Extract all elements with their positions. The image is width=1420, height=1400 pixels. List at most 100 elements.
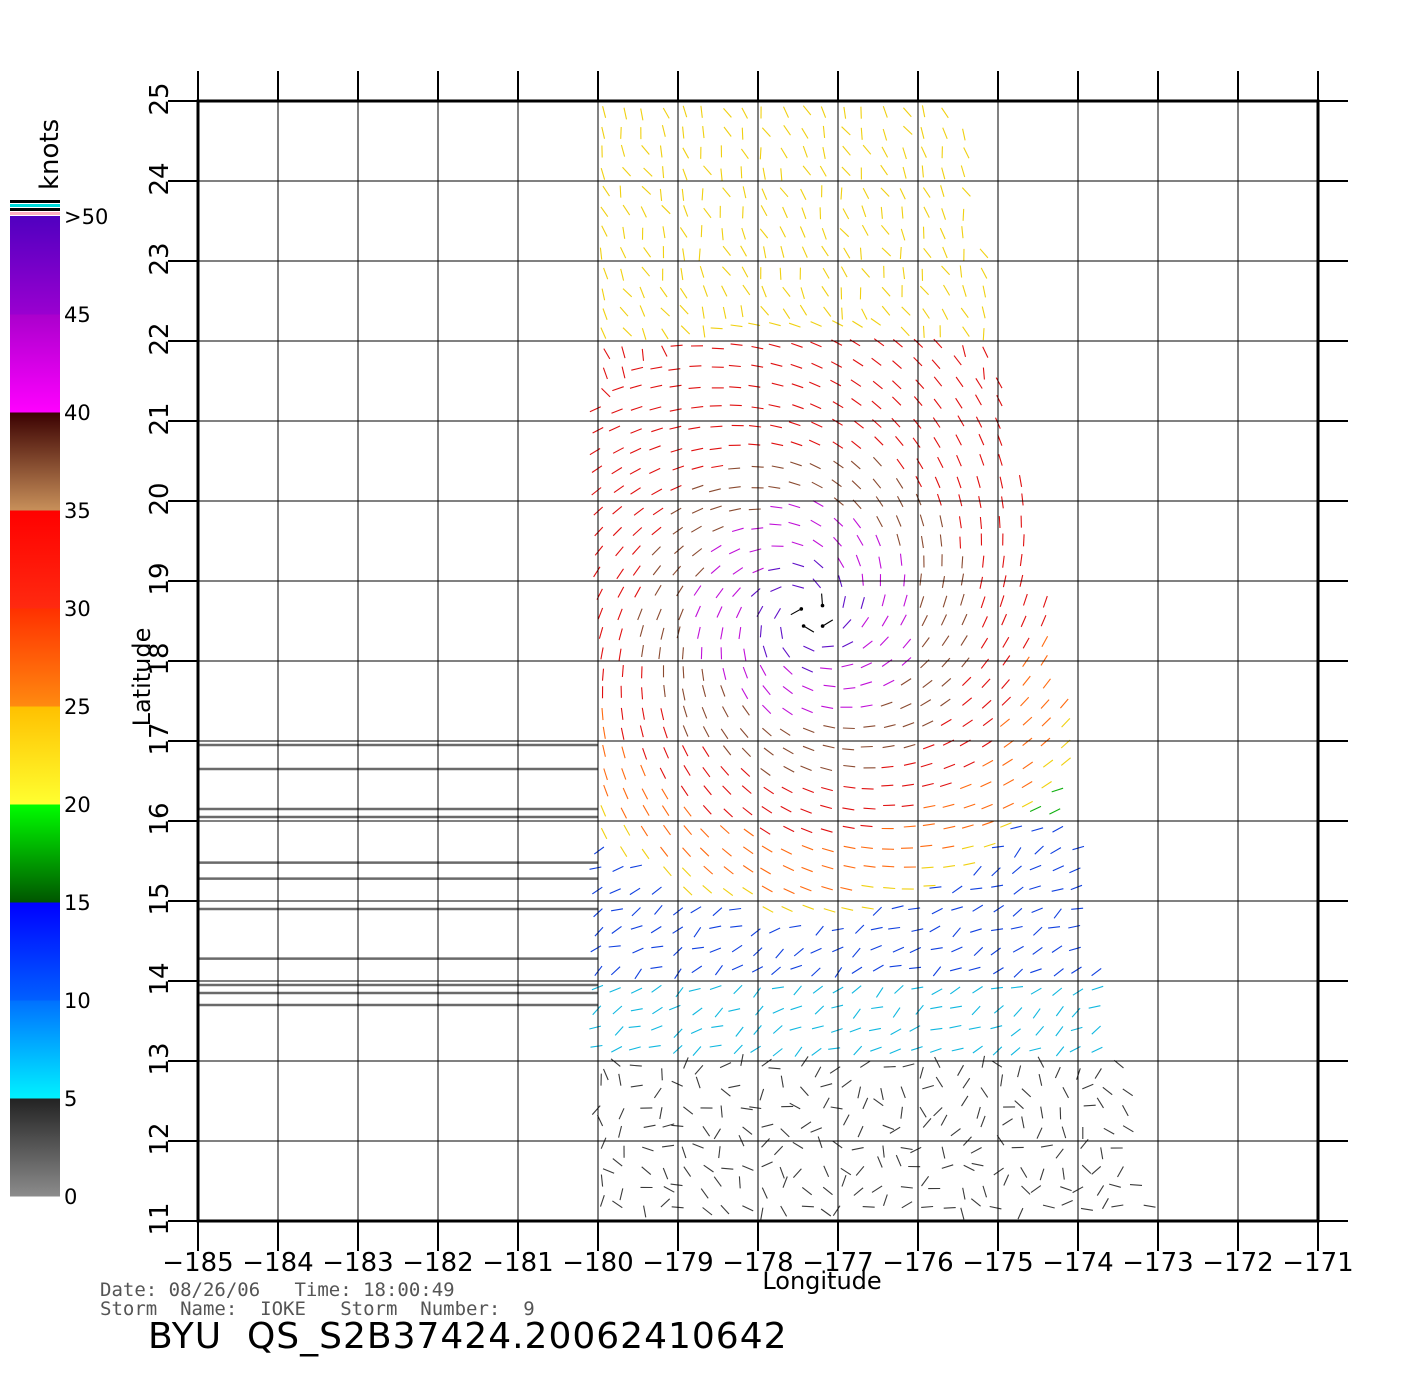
- wind-vector: [740, 148, 749, 160]
- wind-vector: [900, 326, 910, 337]
- wind-vector: [608, 945, 621, 948]
- wind-vector: [728, 548, 741, 555]
- wind-vector: [1039, 1168, 1045, 1181]
- colorbar-band-0: [10, 1098, 60, 1197]
- wind-vector: [703, 785, 712, 796]
- wind-vector: [839, 228, 850, 238]
- wind-vector: [600, 647, 604, 660]
- wind-vector: [934, 476, 941, 489]
- wind-vector: [939, 534, 943, 547]
- colorbar-tick-label: 0: [64, 1185, 77, 1209]
- wind-vectors: [589, 105, 1156, 1220]
- wind-vector: [812, 500, 824, 507]
- wind-vector: [723, 126, 732, 137]
- wind-vector: [921, 105, 926, 118]
- wind-vector: [600, 206, 609, 218]
- colorbar-tick-label: 35: [64, 499, 91, 523]
- wind-vector: [942, 845, 955, 849]
- wind-vector: [891, 417, 901, 428]
- wind-vector: [773, 608, 781, 619]
- wind-vector: [841, 1175, 847, 1187]
- wind-vector: [1034, 845, 1044, 855]
- wind-vector: [1040, 1144, 1053, 1148]
- wind-vector: [762, 685, 771, 696]
- wind-vector: [976, 476, 981, 488]
- wind-vector: [620, 707, 624, 720]
- wind-vector: [902, 722, 915, 728]
- wind-vector: [963, 761, 975, 768]
- wind-vector: [1021, 1116, 1025, 1129]
- wind-vector: [799, 304, 808, 316]
- wind-vector: [640, 764, 646, 777]
- wind-vector: [982, 1185, 988, 1198]
- y-tick-label: 25: [145, 82, 175, 115]
- wind-vector: [714, 1007, 724, 1018]
- wind-vector: [668, 1004, 681, 1011]
- wind-vector: [973, 946, 984, 956]
- wind-vector: [1062, 1167, 1065, 1180]
- wind-vector: [742, 206, 744, 219]
- wind-vector: [656, 608, 662, 621]
- wind-vector: [750, 588, 761, 597]
- wind-vector: [831, 1028, 843, 1033]
- wind-vector: [879, 636, 889, 646]
- wind-vector: [1000, 822, 1012, 828]
- wind-vector: [889, 1126, 901, 1134]
- wind-vector: [1041, 635, 1049, 648]
- wind-vector: [911, 986, 924, 990]
- wind-vector: [681, 1146, 687, 1159]
- wind-vector: [1037, 1056, 1045, 1068]
- plot-frame: [196, 99, 1320, 1223]
- wind-vector: [743, 828, 754, 837]
- wind-vector: [669, 408, 682, 412]
- wind-vector: [842, 727, 855, 730]
- wind-vector: [900, 1147, 913, 1151]
- wind-vector: [1091, 1165, 1102, 1175]
- wind-vector: [788, 421, 801, 427]
- wind-vector: [632, 565, 641, 576]
- wind-vector: [700, 225, 703, 238]
- wind-vector: [1091, 985, 1104, 991]
- wind-vector: [942, 127, 948, 140]
- wind-vector: [922, 1084, 934, 1090]
- wind-vector: [728, 1084, 741, 1089]
- wind-vector: [699, 847, 710, 857]
- wind-vector: [852, 518, 862, 529]
- wind-vector: [714, 964, 723, 976]
- wind-vector: [930, 1027, 943, 1031]
- wind-vector: [611, 908, 623, 912]
- colorbar-band-15: [10, 804, 60, 903]
- wind-vector: [881, 305, 891, 316]
- wind-vector: [861, 906, 874, 910]
- wind-vector: [857, 1125, 864, 1138]
- wind-vector: [762, 704, 772, 714]
- wind-vector: [1001, 696, 1011, 706]
- wind-vector: [700, 105, 703, 118]
- wind-vector: [970, 887, 983, 890]
- wind-vector: [781, 906, 793, 912]
- wind-vector: [811, 1025, 824, 1030]
- x-tick-labels: −185 −184 −183 −182 −181 −180 −179 −178 −177 −176…: [162, 1248, 1353, 1278]
- wind-vector: [779, 187, 789, 198]
- wind-vector: [689, 365, 702, 367]
- wind-vector: [960, 635, 968, 646]
- x-axis-label: Longitude: [762, 1267, 881, 1295]
- wind-vector: [982, 285, 987, 298]
- wind-vector: [820, 106, 827, 118]
- wind-vector: [851, 398, 862, 406]
- wind-vector: [639, 305, 646, 317]
- wind-vector: [1069, 867, 1081, 874]
- x-tick-label: −185: [162, 1248, 233, 1278]
- wind-vector: [881, 615, 889, 627]
- wind-vector: [751, 345, 764, 350]
- wind-vector: [782, 747, 794, 755]
- wind-vector: [761, 285, 767, 298]
- wind-vector: [1122, 1125, 1134, 1133]
- y-tick-label: 13: [145, 1042, 175, 1075]
- colorbar-title: knots: [35, 119, 65, 190]
- wind-vector: [643, 247, 652, 258]
- wind-vector: [630, 1084, 643, 1088]
- wind-vector: [688, 987, 701, 992]
- wind-vector: [820, 1208, 832, 1217]
- wind-vector: [895, 436, 904, 446]
